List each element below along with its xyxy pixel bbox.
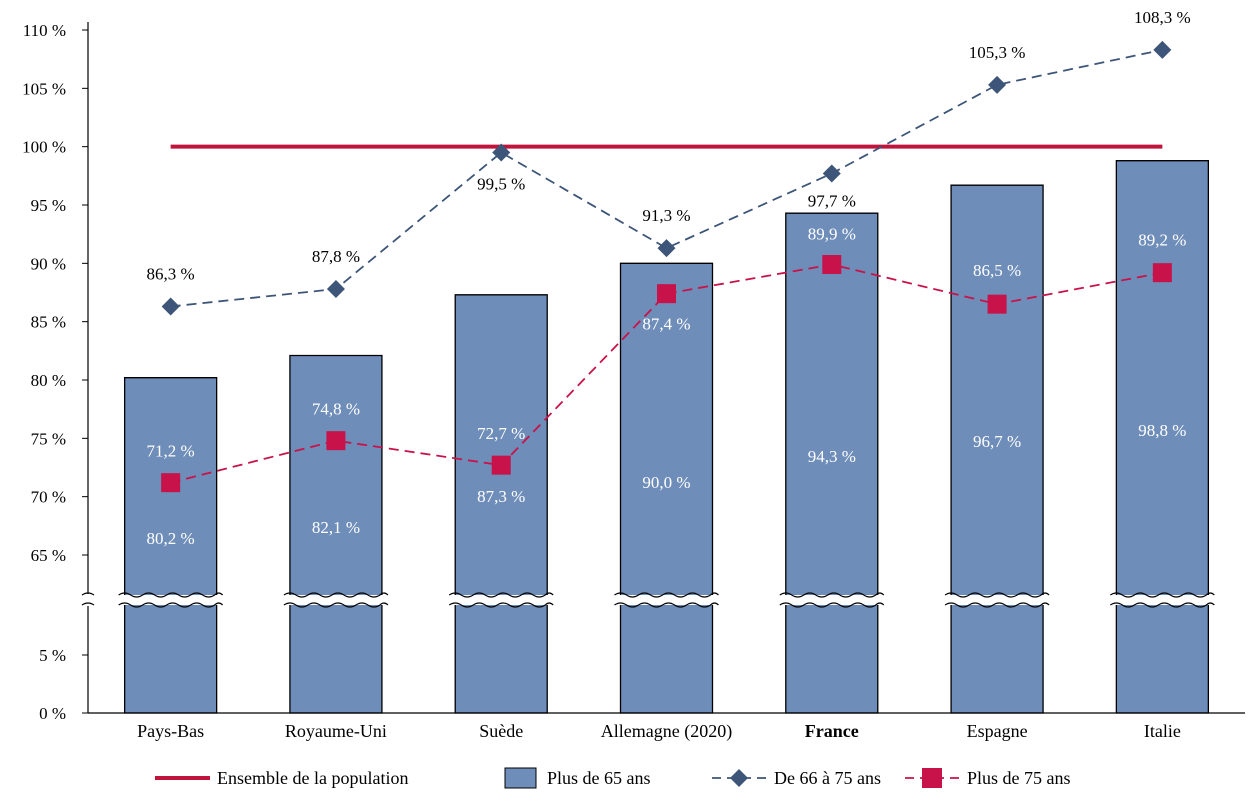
category-label: Suède — [479, 721, 523, 741]
legend-swatch-marker — [730, 769, 748, 787]
axis-break-gap — [118, 595, 223, 605]
line-series — [161, 40, 1172, 493]
diamond-value-label: 105,3 % — [969, 43, 1026, 62]
diamond-value-label: 87,8 % — [312, 247, 360, 266]
axis-break-mark — [81, 602, 95, 606]
diamond-marker — [988, 75, 1007, 94]
legend-item: Ensemble de la population — [155, 768, 408, 788]
y-tick-label: 90 % — [31, 254, 66, 273]
square-value-label: 74,8 % — [312, 400, 360, 419]
y-tick-label: 110 % — [23, 21, 66, 40]
x-axis-categories: Pays-Bas Royaume-Uni Suède Allemagne (2020)… — [137, 721, 1181, 742]
diamond-marker — [161, 297, 180, 316]
square-value-label: 89,9 % — [808, 225, 856, 244]
y-tick-label: 65 % — [31, 546, 66, 565]
square-value-label: 89,2 % — [1138, 231, 1186, 250]
square-marker — [161, 473, 181, 493]
y-tick-label: 85 % — [31, 313, 66, 332]
axis-break-mark — [448, 602, 554, 608]
bar-value-label: 94,3 % — [808, 447, 856, 466]
diamond-value-label: 99,5 % — [477, 175, 525, 194]
square-marker — [987, 294, 1007, 314]
square-value-label: 86,5 % — [973, 261, 1021, 280]
square-marker — [657, 284, 676, 304]
axis-break-mark — [944, 592, 1050, 598]
bar-value-label: 80,2 % — [147, 529, 195, 548]
diamond-marker — [326, 280, 345, 298]
axis-break-gap — [283, 595, 388, 605]
diamond-value-label: 108,3 % — [1134, 8, 1191, 27]
square-marker — [822, 255, 842, 274]
diamond-marker — [657, 239, 676, 258]
diamond-marker — [1153, 40, 1172, 59]
bar-value-label: 90,0 % — [642, 473, 690, 492]
bar-series-plus-65 — [123, 160, 1210, 714]
axes — [81, 22, 1245, 714]
y-tick-label: 80 % — [31, 371, 66, 390]
square-value-label: 87,4 % — [642, 315, 690, 334]
diamond-value-label: 86,3 % — [147, 265, 195, 284]
legend-swatch-marker — [922, 768, 942, 788]
y-tick-label: 100 % — [22, 138, 66, 157]
axis-break-gap — [614, 595, 719, 605]
axis-break-gap — [945, 595, 1050, 605]
axis-break-gap — [82, 595, 94, 605]
category-label: France — [805, 721, 859, 741]
axis-break-mark — [118, 602, 224, 608]
y-tick-label: 5 % — [39, 646, 66, 665]
square-marker — [326, 431, 346, 451]
legend-item: Plus de 65 ans — [504, 767, 651, 789]
legend: Ensemble de la population Plus de 65 ans D… — [155, 767, 1071, 789]
y-tick-label: 0 % — [39, 704, 66, 723]
square-value-label: 71,2 % — [147, 442, 195, 461]
category-label: Royaume-Uni — [285, 721, 387, 741]
diamond-marker — [492, 143, 511, 162]
legend-label: Plus de 75 ans — [967, 768, 1071, 788]
y-axis-ticks: 110 % 105 % 100 % 95 % 90 % 85 % 80 % 75 % 70 % 6… — [22, 21, 88, 723]
square-marker — [1152, 263, 1172, 283]
legend-item: De 66 à 75 ans — [712, 768, 881, 788]
axis-break-gap — [779, 595, 884, 605]
diamond-value-label: 91,3 % — [642, 206, 690, 225]
axis-break-mark — [1110, 592, 1215, 598]
axis-break-mark — [614, 602, 719, 608]
y-tick-label: 75 % — [31, 429, 66, 448]
axis-break-mark — [944, 602, 1050, 608]
legend-item: Plus de 75 ans — [905, 768, 1071, 788]
square-value-label: 72,7 % — [477, 424, 525, 443]
axis-break-mark — [81, 592, 95, 596]
legend-swatch — [504, 767, 537, 789]
axis-break-mark — [1110, 602, 1215, 608]
bar-value-label: 98,8 % — [1138, 421, 1186, 440]
bar-value-label: 82,1 % — [312, 518, 360, 537]
category-label: Espagne — [967, 721, 1028, 741]
category-label: Italie — [1144, 721, 1181, 741]
y-tick-label: 70 % — [31, 488, 66, 507]
diamond-value-label: 97,7 % — [808, 192, 856, 211]
y-tick-label: 105 % — [22, 79, 66, 98]
axis-break-mark — [779, 592, 885, 598]
diamond-marker — [822, 164, 841, 183]
axis-break-gap — [1110, 595, 1215, 605]
axis-break-gap — [449, 595, 554, 605]
data-labels: 80,2 % 82,1 % 87,3 % 90,0 % 94,3 % 96,7 % 98,8… — [147, 8, 1191, 548]
axis-break-mark — [614, 592, 719, 598]
bar-value-label: 96,7 % — [973, 432, 1021, 451]
square-marker — [491, 455, 511, 475]
legend-label: Ensemble de la population — [217, 768, 408, 788]
legend-label: De 66 à 75 ans — [774, 768, 881, 788]
axis-break-mark — [283, 602, 389, 608]
y-tick-label: 95 % — [31, 196, 66, 215]
bar-value-label: 87,3 % — [477, 487, 525, 506]
legend-label: Plus de 65 ans — [547, 768, 651, 788]
category-label: Allemagne (2020) — [601, 721, 732, 742]
axis-break-mark — [779, 602, 885, 608]
category-label: Pays-Bas — [137, 721, 204, 741]
axis-break-mark — [283, 592, 389, 598]
axis-break-mark — [448, 592, 554, 598]
axis-break-mark — [118, 592, 224, 598]
